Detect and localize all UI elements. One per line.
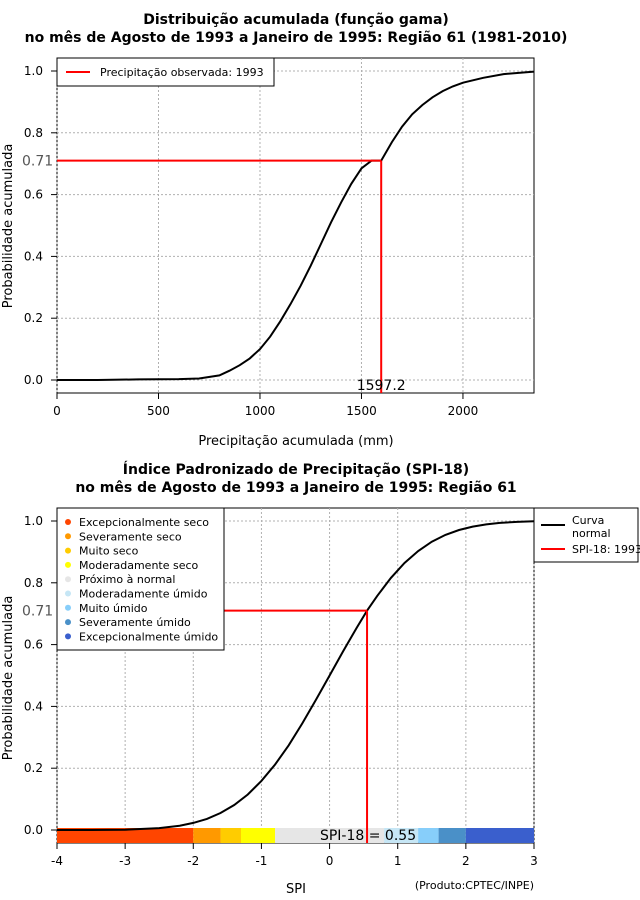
category-legend-swatch (65, 576, 71, 583)
category-legend-swatch (65, 619, 71, 626)
chart2-legend-spi-label: SPI-18: 1993 (572, 543, 640, 556)
c1-y-tick-label: 0.6 (24, 188, 43, 202)
category-legend-label: Próximo à normal (79, 573, 175, 586)
c1-x-tick-label: 500 (147, 404, 170, 418)
chart2-category-legend-box (56, 507, 225, 651)
c2-x-tick-label: -1 (255, 854, 267, 868)
category-legend-swatch (65, 561, 71, 568)
category-legend-swatch (65, 547, 71, 554)
chart2-title: Índice Padronizado de Precipitação (SPI-… (123, 461, 469, 478)
spi-category-band (275, 828, 385, 843)
category-legend-label: Moderadamente úmido (79, 588, 208, 601)
spi-category-band (418, 828, 439, 843)
c1-y-tick-label: 0.2 (24, 311, 43, 325)
c1-x-tick-label: 1500 (346, 404, 377, 418)
chart2-normal-curve (57, 520, 535, 831)
chart-spi: Índice Padronizado de Precipitação (SPI-… (1, 461, 640, 897)
chart1-axes: 0 500 1000 1500 2000 0.0 0.2 0.4 0.6 0.8 1.0 (24, 64, 478, 418)
chart2-category-bands (57, 828, 534, 843)
category-legend-swatch (65, 633, 71, 640)
chart1-gamma-curve (57, 70, 535, 381)
category-legend-label: Muito seco (79, 545, 139, 558)
chart2-legend-curve-label-line1: Curva (572, 514, 604, 527)
c1-y-tick-label: 0.8 (24, 126, 43, 140)
chart1-legend-label: Precipitação observada: 1993 (100, 66, 264, 79)
chart1-plot-frame (56, 57, 535, 394)
category-legend-label: Severamente seco (79, 530, 182, 543)
chart2-observed-value-label: SPI-18 = 0.55 (320, 828, 416, 844)
c2-x-tick-label: -4 (51, 854, 63, 868)
c2-y-tick-label: 0.0 (24, 823, 43, 837)
c2-y-tick-label: 1.0 (24, 514, 43, 528)
c2-x-tick-label: 3 (530, 854, 538, 868)
chart2-curve-legend-box (533, 507, 639, 563)
c1-y-tick-label: 0.0 (24, 373, 43, 387)
c2-x-tick-label: -3 (119, 854, 131, 868)
spi-category-band (384, 828, 419, 843)
category-legend-label: Excepcionalmente úmido (79, 630, 218, 643)
chart1-observed-value-label: 1597.2 (357, 378, 406, 394)
c1-y-tick-label: 0.4 (24, 249, 43, 263)
chart1-title: Distribuição acumulada (função gama) (143, 12, 449, 28)
spi-category-band (240, 828, 276, 843)
chart1-x-axis-label: Precipitação acumulada (mm) (198, 434, 393, 449)
category-legend-label: Excepcionalmente seco (79, 516, 209, 529)
spi-category-band (57, 828, 194, 843)
c1-x-tick-label: 1000 (245, 404, 276, 418)
c2-x-tick-label: 0 (326, 854, 334, 868)
chart1-subtitle: no mês de Agosto de 1993 a Janeiro de 19… (25, 30, 568, 46)
chart2-subtitle: no mês de Agosto de 1993 a Janeiro de 19… (75, 480, 516, 496)
c1-y-tick-label: 1.0 (24, 64, 43, 78)
chart2-observed-probability-label: 0.71 (22, 604, 53, 620)
c2-y-tick-label: 0.2 (24, 761, 43, 775)
chart1-legend: Precipitação observada: 1993 (56, 57, 275, 87)
c2-y-tick-label: 0.6 (24, 638, 43, 652)
c2-x-tick-label: -2 (187, 854, 199, 868)
chart2-legend-curve-label-line2: normal (572, 527, 611, 540)
chart2-curve-legend: Curva normal SPI-18: 1993 (533, 507, 640, 563)
chart1-legend-box (56, 57, 275, 87)
chart2-axes: -4 -3 -2 -1 0 1 2 3 0.0 0.2 0.4 0.6 0.8 1.0 (24, 514, 538, 868)
chart2-x-axis-label: SPI (286, 882, 306, 897)
c2-x-tick-label: 1 (394, 854, 402, 868)
category-legend-swatch (65, 519, 71, 525)
category-legend-label: Muito úmido (79, 602, 148, 615)
category-legend-swatch (65, 590, 71, 597)
category-legend-label: Moderadamente seco (79, 559, 199, 572)
spi-category-band (438, 828, 466, 843)
c2-y-tick-label: 0.8 (24, 576, 43, 590)
category-legend-label: Severamente úmido (79, 616, 191, 629)
spi-category-band (193, 828, 221, 843)
c2-y-tick-label: 0.4 (24, 699, 43, 713)
c2-x-tick-label: 2 (462, 854, 470, 868)
chart2-y-axis-label: Probabilidade acumulada (1, 596, 16, 761)
category-legend-swatch (65, 533, 71, 540)
c1-x-tick-label: 2000 (448, 404, 479, 418)
c1-x-tick-label: 0 (53, 404, 61, 418)
chart1-y-axis-label: Probabilidade acumulada (1, 144, 16, 309)
category-legend-swatch (65, 604, 71, 611)
chart-gamma-cdf: Distribuição acumulada (função gama) no … (1, 12, 567, 449)
credit-text: (Produto:CPTEC/INPE) (415, 879, 534, 892)
chart1-observed-probability-label: 0.71 (22, 154, 53, 170)
spi-category-band (220, 828, 241, 843)
chart1-grid (56, 58, 534, 393)
spi-category-band (465, 828, 534, 843)
